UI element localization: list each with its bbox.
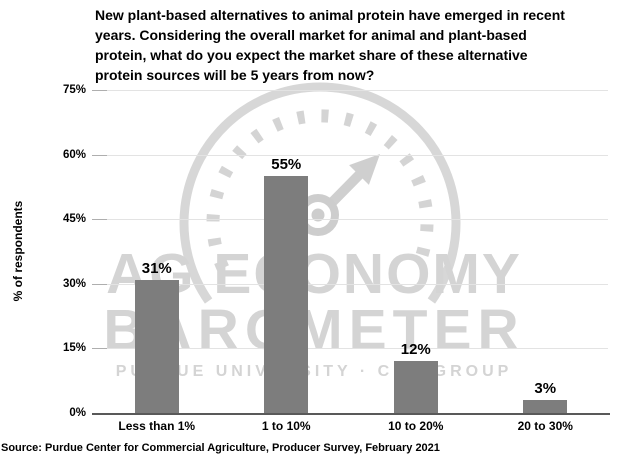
x-tick-label: Less than 1% xyxy=(92,419,222,433)
y-tick-label: 45% xyxy=(63,213,86,225)
bar-10-to-20pct xyxy=(394,361,438,413)
chart-title-line: protein sources will be 5 years from now… xyxy=(95,65,611,85)
x-tick-label: 1 to 10% xyxy=(222,419,352,433)
y-tick-label: 60% xyxy=(63,149,86,161)
bar-group: 55% xyxy=(222,90,352,413)
bar-less-than-1pct xyxy=(135,280,179,414)
chart-title: New plant-based alternatives to animal p… xyxy=(95,5,611,85)
bars-layer: 31% 55% 12% 3% xyxy=(92,90,610,413)
x-axis-labels: Less than 1% 1 to 10% 10 to 20% 20 to 30… xyxy=(92,419,610,433)
bar-group: 31% xyxy=(92,90,222,413)
source-citation: Source: Purdue Center for Commercial Agr… xyxy=(1,442,440,454)
chart-title-line: New plant-based alternatives to animal p… xyxy=(95,5,611,25)
bar-group: 12% xyxy=(351,90,481,413)
chart-title-line: years. Considering the overall market fo… xyxy=(95,25,611,45)
bar-data-label: 3% xyxy=(534,380,556,397)
bar-data-label: 31% xyxy=(142,260,172,277)
y-axis-ticks: 75% 60% 45% 30% 15% 0% xyxy=(0,90,86,413)
bar-data-label: 12% xyxy=(401,341,431,358)
bar-20-to-30pct xyxy=(523,400,567,413)
y-tick-label: 30% xyxy=(63,278,86,290)
y-tick-label: 15% xyxy=(63,342,86,354)
x-tick-label: 20 to 30% xyxy=(481,419,611,433)
y-tick-label: 75% xyxy=(63,84,86,96)
bar-data-label: 55% xyxy=(271,156,301,173)
bar-group: 3% xyxy=(481,90,611,413)
x-tick-label: 10 to 20% xyxy=(351,419,481,433)
chart-title-line: protein, what do you expect the market s… xyxy=(95,45,611,65)
y-tick-label: 0% xyxy=(69,407,86,419)
bar-1-to-10pct xyxy=(264,176,308,413)
bar-chart: AG ECONOMY BAROMETER PURDUE UNIVERSITY ·… xyxy=(0,0,617,463)
